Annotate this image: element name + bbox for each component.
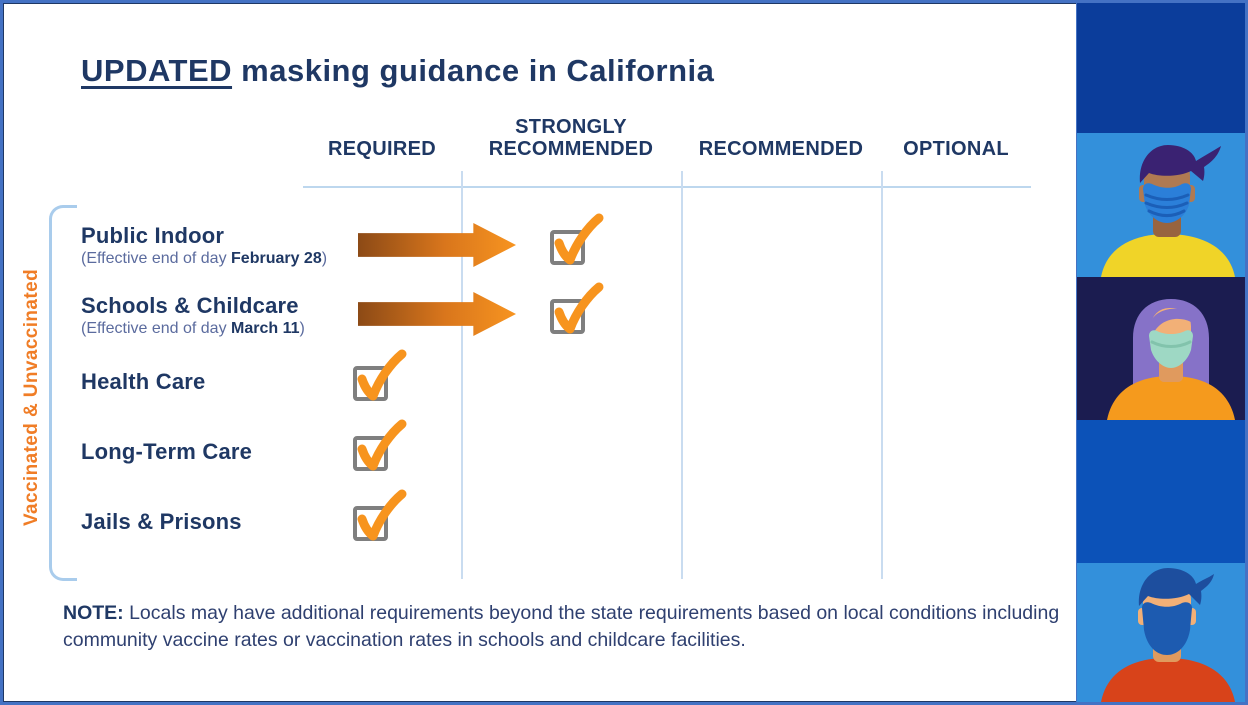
note-label: NOTE: xyxy=(63,602,124,624)
note-text: Locals may have additional requirements … xyxy=(63,602,1060,651)
row-subnote-public-indoor: (Effective end of day February 28) xyxy=(81,250,327,268)
subnote-suffix: ) xyxy=(299,320,305,337)
strip-panel-masked-woman-orange xyxy=(1077,277,1245,420)
row-label-long-term-care: Long-Term Care xyxy=(81,439,253,464)
arrow-schools-childcare xyxy=(358,292,516,336)
row-label-jails-prisons: Jails & Prisons xyxy=(81,509,242,534)
arrow-public-indoor xyxy=(358,223,516,267)
check-icon xyxy=(357,419,407,471)
checkbox-health-care-required xyxy=(353,349,407,401)
row-label-schools-childcare: Schools & Childcare xyxy=(81,293,299,318)
group-bracket xyxy=(49,205,77,581)
checkbox-long-term-care-required xyxy=(353,419,407,471)
check-icon xyxy=(554,213,604,265)
row-label-health-care: Health Care xyxy=(81,369,206,394)
column-header-strongly-recommended: STRONGLY RECOMMENDED xyxy=(488,116,654,160)
vaccination-group-label: Vaccinated & Unvaccinated xyxy=(21,268,42,526)
checkbox-jails-prisons-required xyxy=(353,489,407,541)
column-header-recommended: RECOMMENDED xyxy=(698,138,864,160)
masked-woman-orange-illustration xyxy=(1107,299,1235,420)
subnote-prefix: (Effective end of day xyxy=(81,250,232,267)
checkbox-schools-childcare-strongly-recommended xyxy=(550,282,604,334)
column-divider-1 xyxy=(461,171,463,579)
check-icon xyxy=(357,349,407,401)
subnote-date: February 28 xyxy=(231,250,322,267)
strip-panel-blank-royal xyxy=(1077,3,1245,133)
column-headers: REQUIRED STRONGLY RECOMMENDED RECOMMENDE… xyxy=(303,106,1031,164)
masked-people-illustration-strip xyxy=(1076,3,1245,702)
row-label-public-indoor: Public Indoor xyxy=(81,223,225,248)
header-underline xyxy=(303,186,1031,188)
check-icon xyxy=(357,489,407,541)
page-title: UPDATED masking guidance in California xyxy=(81,53,714,89)
checkbox-public-indoor-strongly-recommended xyxy=(550,213,604,265)
check-icon xyxy=(554,282,604,334)
title-rest: masking guidance in California xyxy=(232,53,715,88)
masked-man-red-illustration xyxy=(1101,568,1235,702)
masked-man-yellow-illustration xyxy=(1101,145,1235,277)
column-divider-3 xyxy=(881,171,883,579)
strip-panel-blank-blue xyxy=(1077,420,1245,563)
column-header-optional: OPTIONAL xyxy=(903,138,1009,160)
subnote-prefix: (Effective end of day xyxy=(81,320,232,337)
title-highlight: UPDATED xyxy=(81,53,233,88)
subnote-suffix: ) xyxy=(321,250,328,267)
footer-note: NOTE: Locals may have additional require… xyxy=(63,600,1063,654)
column-header-required: REQUIRED xyxy=(328,138,436,160)
strip-panel-masked-man-red xyxy=(1077,563,1245,702)
column-divider-2 xyxy=(681,171,683,579)
row-subnote-schools-childcare: (Effective end of day March 11) xyxy=(81,320,305,338)
subnote-date: March 11 xyxy=(231,320,300,337)
strip-panel-masked-man-yellow xyxy=(1077,133,1245,277)
